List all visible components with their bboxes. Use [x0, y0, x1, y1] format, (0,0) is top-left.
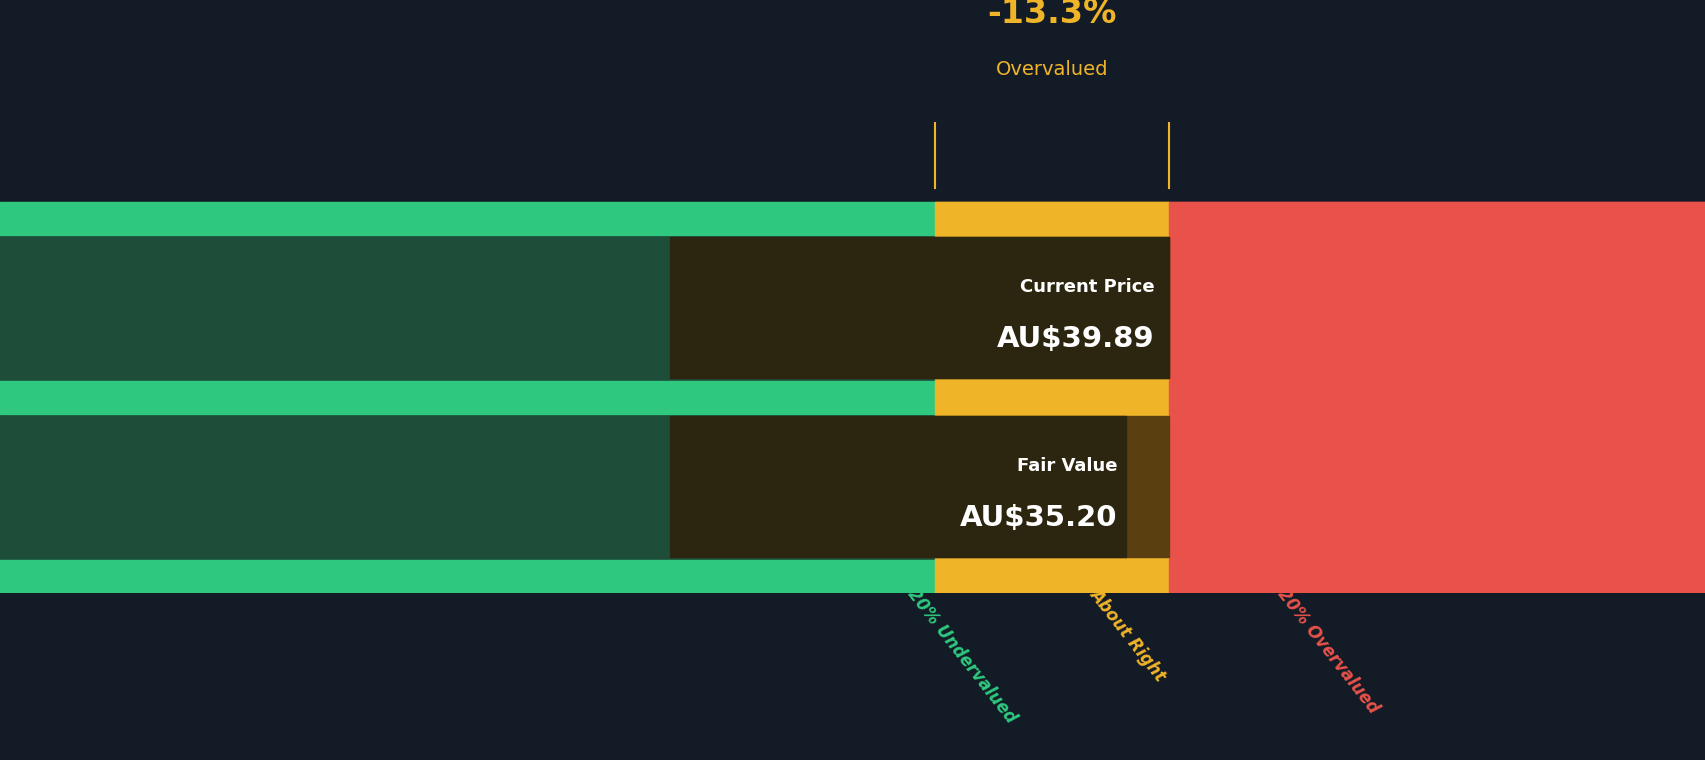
- Bar: [1168, 201, 1705, 593]
- Bar: [934, 416, 1168, 558]
- Bar: [670, 416, 1125, 558]
- Text: AU$39.89: AU$39.89: [997, 325, 1154, 353]
- Bar: [1168, 201, 1705, 235]
- Bar: [934, 560, 1168, 593]
- Bar: [670, 237, 1168, 378]
- Bar: [0, 560, 934, 593]
- Text: Current Price: Current Price: [1020, 277, 1154, 296]
- Text: About Right: About Right: [1086, 585, 1168, 685]
- Text: -13.3%: -13.3%: [987, 0, 1115, 30]
- Bar: [934, 201, 1168, 593]
- Bar: [0, 381, 934, 413]
- Text: Fair Value: Fair Value: [1016, 457, 1117, 474]
- Text: Overvalued: Overvalued: [996, 60, 1107, 79]
- Text: AU$35.20: AU$35.20: [960, 504, 1117, 532]
- Bar: [1168, 381, 1705, 413]
- Bar: [0, 237, 934, 378]
- Text: 20% Overvalued: 20% Overvalued: [1274, 585, 1381, 717]
- Bar: [934, 381, 1168, 413]
- Bar: [1168, 560, 1705, 593]
- Bar: [0, 201, 934, 593]
- Bar: [934, 201, 1168, 235]
- Bar: [0, 201, 934, 235]
- Bar: [0, 416, 934, 558]
- Text: 20% Undervalued: 20% Undervalued: [904, 585, 1020, 727]
- Bar: [934, 237, 1168, 378]
